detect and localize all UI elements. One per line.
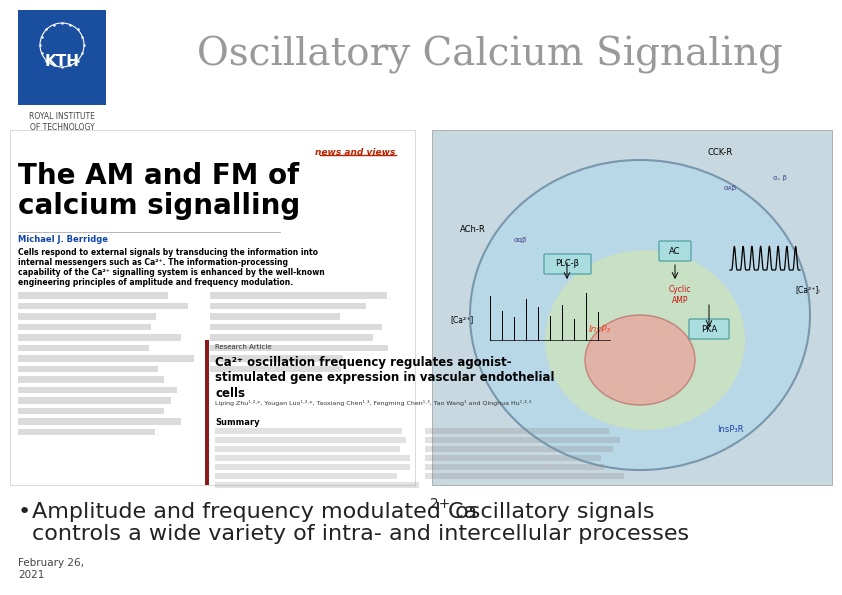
Text: controls a wide variety of intra- and intercellular processes: controls a wide variety of intra- and in…: [32, 524, 689, 544]
Text: InsP₃: InsP₃: [589, 325, 611, 334]
FancyBboxPatch shape: [18, 408, 163, 414]
Text: news and views: news and views: [315, 148, 395, 157]
FancyBboxPatch shape: [215, 437, 407, 443]
Text: Amplitude and frequency modulated Ca: Amplitude and frequency modulated Ca: [32, 502, 477, 522]
FancyBboxPatch shape: [18, 334, 181, 340]
Text: αᴀβ: αᴀβ: [723, 185, 737, 191]
Text: αₛ β: αₛ β: [773, 175, 787, 181]
Text: AC: AC: [669, 246, 680, 255]
Text: InsP₃R: InsP₃R: [717, 425, 743, 434]
FancyBboxPatch shape: [18, 10, 106, 105]
FancyBboxPatch shape: [18, 302, 188, 309]
Text: Ca²⁺ oscillation frequency regulates agonist-
stimulated gene expression in vasc: Ca²⁺ oscillation frequency regulates ago…: [215, 356, 555, 400]
FancyBboxPatch shape: [425, 473, 624, 479]
FancyBboxPatch shape: [210, 313, 339, 320]
Text: CCK-R: CCK-R: [707, 148, 733, 157]
FancyBboxPatch shape: [210, 324, 382, 330]
FancyBboxPatch shape: [18, 345, 149, 351]
Text: The AM and FM of
calcium signalling: The AM and FM of calcium signalling: [18, 162, 301, 220]
FancyBboxPatch shape: [18, 365, 157, 372]
Text: Cells respond to external signals by transducing the information into: Cells respond to external signals by tra…: [18, 248, 318, 257]
Text: αqβ: αqβ: [514, 237, 527, 243]
FancyBboxPatch shape: [210, 355, 343, 362]
Text: Liping Zhu¹·²·*, Yougan Luo¹·²·*, Taoxiang Chen¹·³, Fengming Chen¹·³, Tao Wang¹ : Liping Zhu¹·²·*, Yougan Luo¹·²·*, Taoxia…: [215, 400, 531, 406]
Text: PLC-β: PLC-β: [555, 259, 579, 268]
FancyBboxPatch shape: [215, 473, 397, 479]
FancyBboxPatch shape: [544, 254, 591, 274]
FancyBboxPatch shape: [215, 482, 419, 488]
FancyBboxPatch shape: [432, 130, 832, 485]
Text: KTH: KTH: [45, 55, 79, 70]
FancyBboxPatch shape: [425, 455, 601, 461]
Text: [Ca²⁺]ᵢ: [Ca²⁺]ᵢ: [796, 286, 820, 295]
FancyBboxPatch shape: [425, 464, 605, 470]
FancyBboxPatch shape: [425, 428, 609, 434]
FancyBboxPatch shape: [210, 302, 366, 309]
Text: Cyclic
AMP: Cyclic AMP: [669, 285, 691, 305]
FancyBboxPatch shape: [215, 446, 400, 452]
FancyBboxPatch shape: [10, 130, 415, 485]
Text: 2+: 2+: [430, 497, 450, 511]
Text: ROYAL INSTITUTE
OF TECHNOLOGY: ROYAL INSTITUTE OF TECHNOLOGY: [29, 112, 95, 132]
Text: capability of the Ca²⁺ signalling system is enhanced by the well-known: capability of the Ca²⁺ signalling system…: [18, 268, 325, 277]
Text: oscillatory signals: oscillatory signals: [448, 502, 654, 522]
FancyBboxPatch shape: [210, 334, 372, 340]
Ellipse shape: [585, 315, 695, 405]
FancyBboxPatch shape: [18, 397, 172, 403]
Text: engineering principles of amplitude and frequency modulation.: engineering principles of amplitude and …: [18, 278, 293, 287]
Text: PKA: PKA: [701, 324, 717, 334]
Text: Michael J. Berridge: Michael J. Berridge: [18, 235, 108, 244]
FancyBboxPatch shape: [425, 437, 620, 443]
FancyBboxPatch shape: [18, 292, 168, 299]
Text: •: •: [18, 502, 31, 522]
Text: Summary: Summary: [215, 418, 259, 427]
Text: [Ca²⁺]: [Ca²⁺]: [450, 315, 473, 324]
FancyBboxPatch shape: [425, 446, 613, 452]
Text: February 26,
2021: February 26, 2021: [18, 558, 84, 580]
FancyBboxPatch shape: [210, 365, 341, 372]
Text: Oscillatory Calcium Signaling: Oscillatory Calcium Signaling: [197, 36, 783, 74]
Ellipse shape: [545, 250, 745, 430]
FancyBboxPatch shape: [210, 292, 387, 299]
Text: Research Article: Research Article: [215, 344, 272, 350]
FancyBboxPatch shape: [215, 464, 410, 470]
FancyBboxPatch shape: [18, 313, 156, 320]
FancyBboxPatch shape: [18, 428, 155, 435]
Ellipse shape: [470, 160, 810, 470]
FancyBboxPatch shape: [210, 345, 388, 351]
FancyBboxPatch shape: [689, 319, 729, 339]
FancyBboxPatch shape: [205, 340, 209, 485]
Text: internal messengers such as Ca²⁺. The information-processing: internal messengers such as Ca²⁺. The in…: [18, 258, 288, 267]
Text: ACh-R: ACh-R: [460, 226, 486, 234]
FancyBboxPatch shape: [18, 376, 164, 383]
FancyBboxPatch shape: [18, 355, 194, 362]
FancyBboxPatch shape: [18, 418, 182, 424]
FancyBboxPatch shape: [18, 324, 151, 330]
FancyBboxPatch shape: [18, 387, 177, 393]
FancyBboxPatch shape: [215, 455, 410, 461]
FancyBboxPatch shape: [659, 241, 691, 261]
FancyBboxPatch shape: [215, 428, 402, 434]
